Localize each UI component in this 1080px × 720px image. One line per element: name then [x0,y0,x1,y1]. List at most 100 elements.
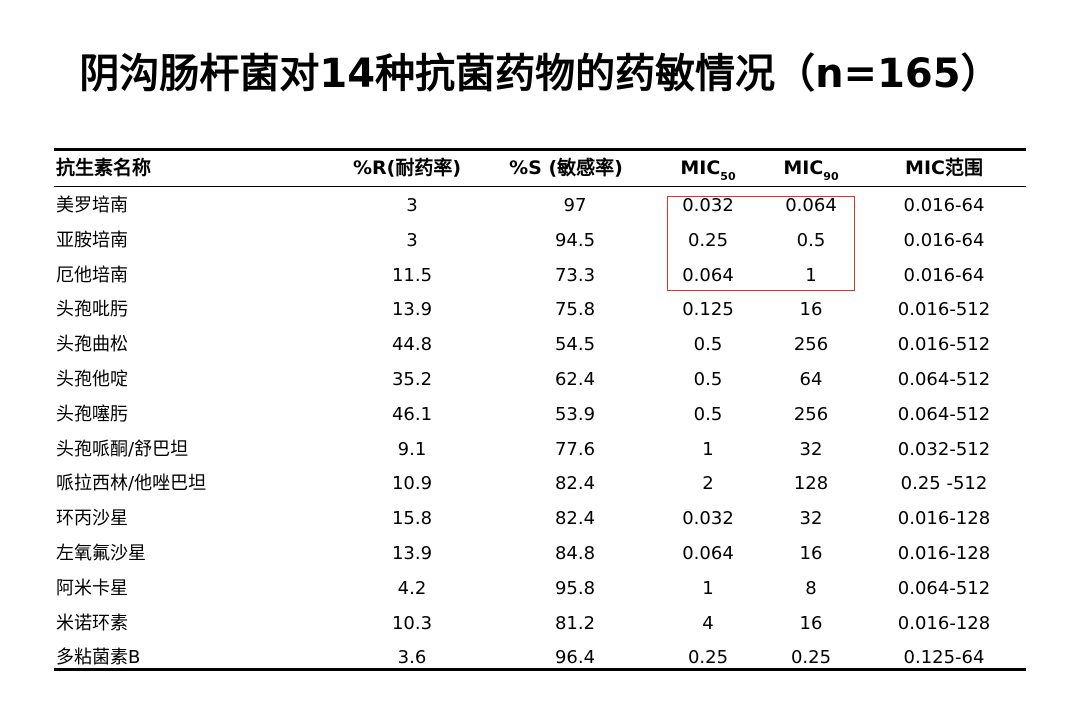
header-mic90: MIC90 [783,157,839,183]
cell-mic50: 0.064 [682,264,734,286]
cell-sensitivity-rate: 62.4 [554,369,596,390]
cell-mic-range: 0.064-512 [897,369,991,390]
table-row: 头孢哌酮/舒巴坦 9.1 77.6 1 32 0.032-512 [54,433,1026,467]
cell-mic90: 32 [799,508,823,530]
cell-antibiotic-name: 多粘菌素B [56,647,141,669]
cell-mic50: 0.064 [682,543,734,564]
cell-antibiotic-name: 头孢他啶 [56,369,128,390]
cell-sensitivity-rate: 75.8 [554,299,596,321]
cell-antibiotic-name: 左氧氟沙星 [56,543,146,564]
cell-resistance-rate: 3 [406,195,418,216]
cell-resistance-rate: 4.2 [397,577,427,599]
table-row: 美罗培南 3 97 0.032 0.064 0.016-64 [54,189,1026,223]
table-row: 左氧氟沙星 13.9 84.8 0.064 16 0.016-128 [54,537,1026,571]
table-row: 厄他培南 11.5 73.3 0.064 1 0.016-64 [54,259,1026,293]
cell-mic90: 0.5 [796,229,826,251]
cell-resistance-rate: 10.9 [391,473,433,495]
table-top-rule [54,148,1026,151]
cell-mic90: 0.25 [790,647,832,669]
cell-sensitivity-rate: 96.4 [554,647,596,669]
cell-antibiotic-name: 环丙沙星 [56,508,128,530]
cell-antibiotic-name: 头孢哌酮/舒巴坦 [56,438,189,460]
cell-sensitivity-rate: 82.4 [554,473,596,495]
cell-mic50: 0.032 [682,195,734,216]
table-row: 头孢他啶 35.2 62.4 0.5 64 0.064-512 [54,363,1026,397]
cell-resistance-rate: 9.1 [397,438,427,460]
header-mic50: MIC50 [680,157,736,183]
table-row: 头孢吡肟 13.9 75.8 0.125 16 0.016-512 [54,293,1026,327]
cell-mic-range: 0.25 -512 [900,473,988,495]
cell-mic50: 0.5 [693,334,723,356]
cell-resistance-rate: 3.6 [397,647,427,669]
cell-resistance-rate: 13.9 [391,299,433,321]
cell-antibiotic-name: 美罗培南 [56,195,128,216]
cell-sensitivity-rate: 94.5 [554,229,596,251]
cell-mic50: 0.5 [693,403,723,425]
cell-mic50: 1 [702,577,714,599]
cell-mic90: 0.064 [785,195,837,216]
cell-mic-range: 0.016-64 [903,229,985,251]
cell-mic50: 1 [702,438,714,460]
cell-sensitivity-rate: 97 [563,195,587,216]
cell-antibiotic-name: 厄他培南 [56,264,128,286]
cell-mic50: 0.125 [682,299,734,321]
cell-resistance-rate: 13.9 [391,543,433,564]
cell-antibiotic-name: 亚胺培南 [56,229,128,251]
cell-mic-range: 0.016-64 [903,195,985,216]
cell-antibiotic-name: 头孢吡肟 [56,299,128,321]
cell-sensitivity-rate: 95.8 [554,577,596,599]
table-row: 头孢曲松 44.8 54.5 0.5 256 0.016-512 [54,328,1026,362]
table-row: 亚胺培南 3 94.5 0.25 0.5 0.016-64 [54,224,1026,258]
cell-mic90: 32 [799,438,823,460]
cell-mic90: 16 [799,543,823,564]
cell-sensitivity-rate: 82.4 [554,508,596,530]
cell-mic50: 0.25 [687,647,729,669]
cell-mic-range: 0.032-512 [897,438,991,460]
cell-sensitivity-rate: 73.3 [554,264,596,286]
cell-resistance-rate: 10.3 [391,612,433,634]
cell-resistance-rate: 35.2 [391,369,433,390]
table-header-row: 抗生素名称 %R(耐药率) %S (敏感率) MIC50 MIC90 MIC范围 [54,151,1026,185]
cell-mic90: 256 [793,334,829,356]
cell-antibiotic-name: 米诺环素 [56,612,128,634]
cell-sensitivity-rate: 77.6 [554,438,596,460]
cell-mic50: 0.25 [687,229,729,251]
cell-mic90: 16 [799,299,823,321]
table-row: 阿米卡星 4.2 95.8 1 8 0.064-512 [54,572,1026,606]
cell-antibiotic-name: 头孢噻肟 [56,403,128,425]
cell-sensitivity-rate: 54.5 [554,334,596,356]
cell-mic-range: 0.016-512 [897,334,991,356]
cell-resistance-rate: 3 [406,229,418,251]
header-mic-range: MIC范围 [905,157,983,179]
cell-antibiotic-name: 哌拉西林/他唑巴坦 [56,473,207,495]
cell-sensitivity-rate: 84.8 [554,543,596,564]
header-resistance-rate: %R(耐药率) [352,157,462,179]
header-sensitivity-rate: %S (敏感率) [509,157,623,179]
cell-mic90: 64 [799,369,823,390]
cell-mic-range: 0.016-128 [897,612,991,634]
cell-mic-range: 0.016-512 [897,299,991,321]
table-row: 环丙沙星 15.8 82.4 0.032 32 0.016-128 [54,502,1026,536]
cell-mic90: 256 [793,403,829,425]
slide-title: 阴沟肠杆菌对14种抗菌药物的药敏情况（n=165） [79,51,1001,97]
cell-resistance-rate: 15.8 [391,508,433,530]
cell-resistance-rate: 11.5 [391,264,433,286]
cell-mic50: 0.5 [693,369,723,390]
cell-resistance-rate: 44.8 [391,334,433,356]
table-row: 米诺环素 10.3 81.2 4 16 0.016-128 [54,607,1026,641]
cell-mic-range: 0.125-64 [903,647,985,669]
cell-mic90: 8 [805,577,817,599]
table-row: 多粘菌素B 3.6 96.4 0.25 0.25 0.125-64 [54,641,1026,675]
cell-mic-range: 0.016-128 [897,508,991,530]
cell-antibiotic-name: 头孢曲松 [56,334,128,356]
table-bottom-rule [54,668,1026,671]
cell-mic90: 16 [799,612,823,634]
cell-mic50: 0.032 [682,508,734,530]
cell-mic-range: 0.064-512 [897,403,991,425]
table-row: 哌拉西林/他唑巴坦 10.9 82.4 2 128 0.25 -512 [54,467,1026,501]
table-row: 头孢噻肟 46.1 53.9 0.5 256 0.064-512 [54,398,1026,432]
cell-mic50: 2 [702,473,714,495]
cell-resistance-rate: 46.1 [391,403,433,425]
cell-mic-range: 0.016-128 [897,543,991,564]
cell-antibiotic-name: 阿米卡星 [56,577,128,599]
